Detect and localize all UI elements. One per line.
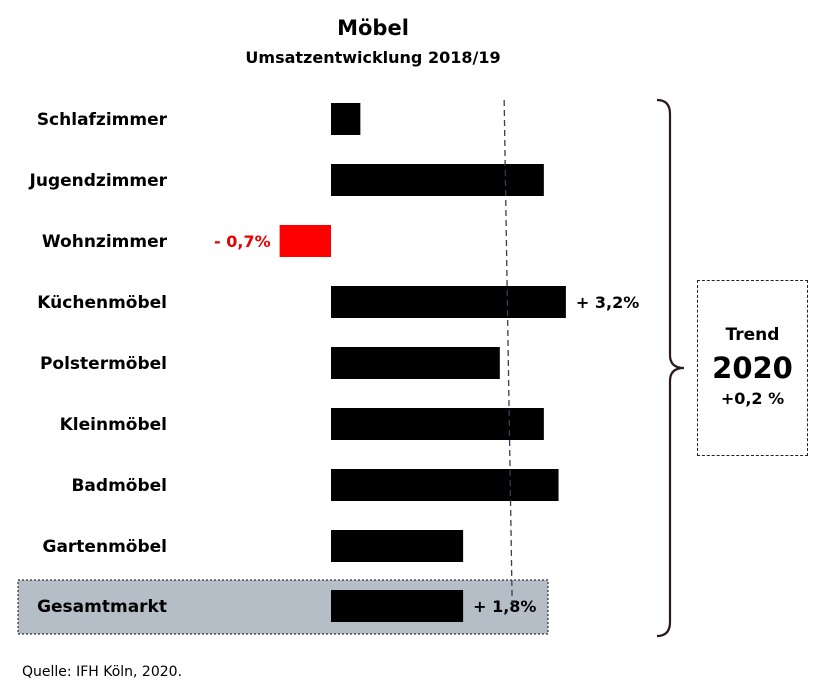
bar (331, 103, 361, 135)
bar (331, 530, 464, 562)
chart-subtitle: Umsatzentwicklung 2018/19 (245, 48, 501, 67)
bar (331, 164, 544, 196)
chart-title: Möbel (337, 16, 409, 40)
category-label: Badmöbel (71, 476, 167, 496)
trend-value: +0,2 % (720, 389, 785, 408)
data-label: + 1,8% (473, 597, 536, 616)
bar (331, 347, 500, 379)
category-label: Jugendzimmer (29, 171, 168, 191)
category-label: Wohnzimmer (42, 232, 168, 252)
data-label: + 3,2% (576, 293, 639, 312)
trend-label: Trend (725, 325, 780, 345)
category-label: Schlafzimmer (37, 110, 168, 130)
category-label: Gesamtmarkt (37, 597, 167, 617)
bracket (656, 98, 685, 638)
bar (331, 469, 559, 501)
category-label: Gartenmöbel (43, 537, 168, 557)
source-note: Quelle: IFH Köln, 2020. (22, 664, 183, 680)
bar (331, 286, 566, 318)
data-label: - 0,7% (214, 232, 271, 251)
category-label: Kleinmöbel (60, 415, 167, 435)
trend-box: Trend 2020 +0,2 % (697, 280, 808, 456)
bar (331, 408, 544, 440)
category-label: Küchenmöbel (37, 293, 167, 313)
trend-year: 2020 (712, 351, 793, 385)
reference-line (503, 99, 513, 604)
bar (331, 590, 464, 622)
bar (279, 225, 331, 257)
category-label: Polstermöbel (40, 354, 167, 374)
